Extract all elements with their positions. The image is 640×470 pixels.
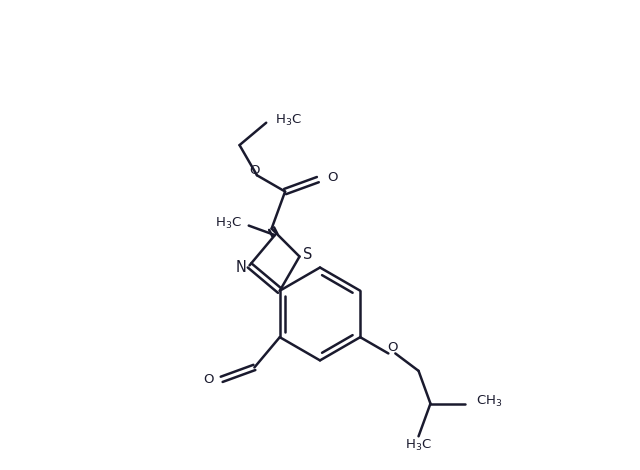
Text: O: O	[387, 341, 397, 354]
Text: O: O	[250, 164, 260, 177]
Text: S: S	[303, 247, 312, 262]
Text: N: N	[236, 260, 246, 275]
Text: O: O	[327, 171, 338, 184]
Text: O: O	[203, 373, 213, 386]
Text: H$_3$C: H$_3$C	[405, 438, 432, 453]
Text: H$_3$C: H$_3$C	[275, 113, 301, 128]
Text: H$_3$C: H$_3$C	[215, 216, 242, 231]
Text: CH$_3$: CH$_3$	[476, 394, 502, 409]
